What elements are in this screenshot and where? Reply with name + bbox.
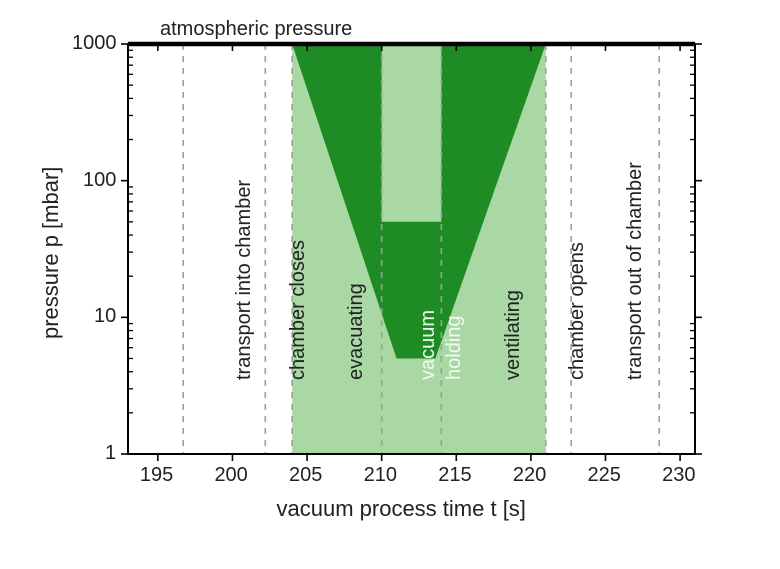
y-tick-label: 1 bbox=[105, 442, 116, 465]
phase-label: chamber opens bbox=[566, 242, 589, 380]
y-tick-label: 1000 bbox=[72, 32, 117, 55]
atmospheric-pressure-label: atmospheric pressure bbox=[158, 18, 354, 41]
x-tick-label: 230 bbox=[662, 464, 695, 487]
phase-label: chamber closes bbox=[287, 240, 310, 380]
phase-label: transport out of chamber bbox=[624, 162, 647, 380]
x-tick-label: 205 bbox=[289, 464, 322, 487]
phase-label: holding bbox=[443, 316, 466, 381]
x-tick-label: 195 bbox=[140, 464, 173, 487]
phase-label: vacuum bbox=[417, 310, 440, 380]
vacuum-process-chart: pressure p [mbar] vacuum process time t … bbox=[0, 0, 780, 569]
x-axis-title: vacuum process time t [s] bbox=[277, 496, 526, 522]
phase-label: ventilating bbox=[502, 290, 525, 380]
y-axis-title: pressure p [mbar] bbox=[38, 167, 64, 339]
x-tick-label: 220 bbox=[513, 464, 546, 487]
y-tick-label: 10 bbox=[94, 305, 116, 328]
x-tick-label: 210 bbox=[364, 464, 397, 487]
y-tick-label: 100 bbox=[83, 169, 116, 192]
phase-label: evacuating bbox=[345, 283, 368, 380]
x-tick-label: 225 bbox=[587, 464, 620, 487]
x-tick-label: 200 bbox=[214, 464, 247, 487]
x-tick-label: 215 bbox=[438, 464, 471, 487]
phase-label: transport into chamber bbox=[233, 180, 256, 380]
